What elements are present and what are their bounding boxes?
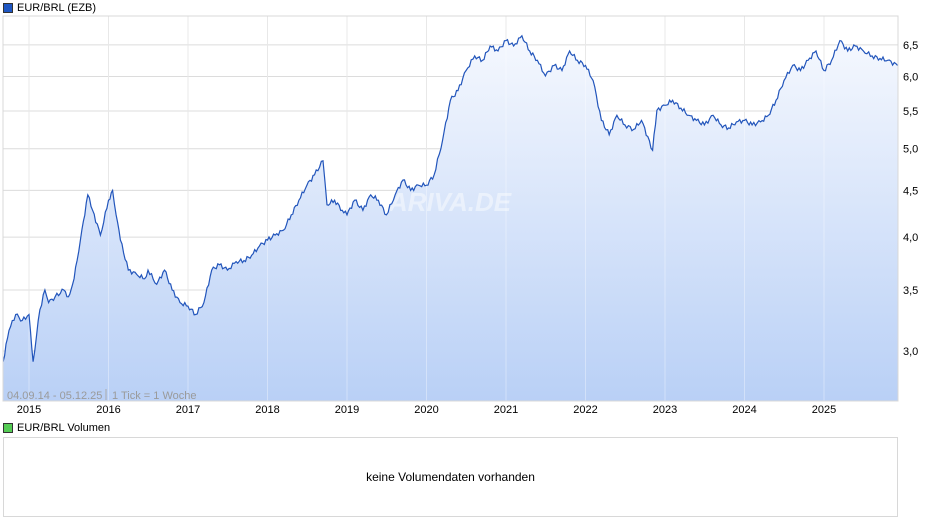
x-tick-label: 2018: [255, 404, 279, 416]
x-tick-label: 2022: [573, 404, 597, 416]
y-tick-label: 4,0: [903, 232, 918, 244]
grid-vertical-overlay: [28, 16, 825, 401]
watermark-logo: ARIVA.DE: [388, 187, 512, 217]
x-tick-label: 2017: [176, 404, 200, 416]
volume-legend: EUR/BRL Volumen: [3, 422, 110, 434]
y-tick-label: 6,0: [903, 72, 918, 84]
range-label: 04.09.14 - 05.12.25: [7, 390, 102, 402]
price-legend-swatch: [3, 3, 13, 13]
price-line: [2, 34, 899, 362]
y-tick-label: 3,5: [903, 285, 918, 297]
x-tick-label: 2024: [732, 404, 756, 416]
price-area: [3, 35, 898, 402]
plot-border: [2, 15, 899, 402]
price-legend-label: EUR/BRL (EZB): [17, 2, 97, 14]
x-tick-label: 2019: [335, 404, 359, 416]
x-tick-label: 2023: [653, 404, 677, 416]
price-legend: EUR/BRL (EZB): [3, 2, 96, 14]
x-tick-label: 2016: [96, 404, 120, 416]
y-tick-label: 5,5: [903, 106, 918, 118]
volume-legend-swatch: [3, 423, 13, 433]
y-tick-label: 4,5: [903, 185, 918, 197]
volume-panel: keine Volumendaten vorhanden: [3, 437, 898, 517]
y-tick-label: 3,0: [903, 346, 918, 358]
x-tick-label: 2021: [494, 404, 518, 416]
y-tick-label: 5,0: [903, 144, 918, 156]
x-tick-label: 2020: [414, 404, 438, 416]
price-chart: ARIVA.DE 3,0 3,5 4,0 4,5 5,0 5,5 6,0 6,5 2015 20…: [2, 15, 918, 416]
volume-legend-label: EUR/BRL Volumen: [17, 422, 111, 434]
tick-label: 1 Tick = 1 Woche: [112, 390, 196, 402]
x-tick-label: 2025: [812, 404, 836, 416]
volume-empty-message: keine Volumendaten vorhanden: [366, 470, 535, 484]
y-tick-label: 6,5: [903, 40, 918, 52]
x-tick-label: 2015: [17, 404, 41, 416]
